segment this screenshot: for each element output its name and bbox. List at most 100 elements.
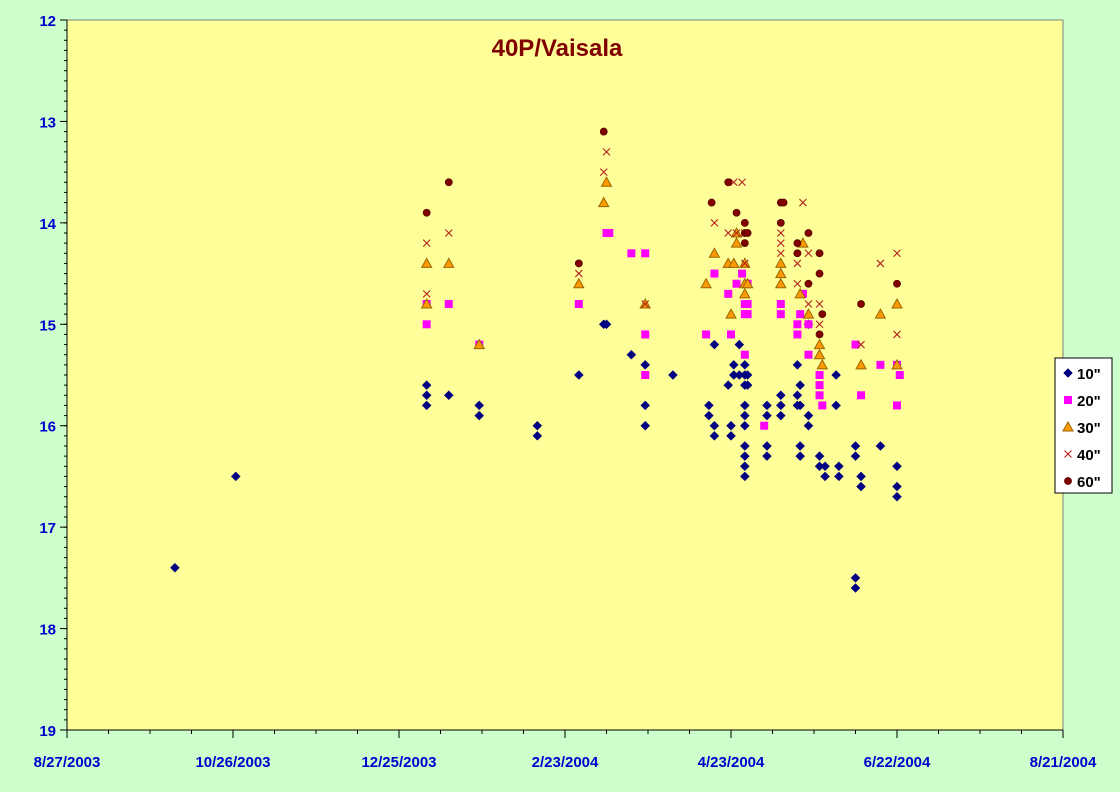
data-point [740,218,749,227]
y-tick-label: 19 [39,723,56,740]
data-point [776,310,785,319]
x-tick-label: 10/26/2003 [195,754,270,771]
data-point [230,471,241,482]
y-tick-label: 15 [39,317,56,334]
data-point [743,300,752,308]
data-point [804,350,813,359]
data-point [574,300,583,308]
data-point [893,279,901,288]
x-marker-stroke [724,229,733,237]
legend-item: 20" [1064,393,1101,410]
data-point [815,381,824,390]
data-point [710,269,719,278]
data-point [774,277,787,289]
data-point [710,218,719,227]
data-point [641,371,650,379]
data-point [857,340,865,349]
series-1 [170,319,902,593]
data-points [170,127,904,593]
data-point [834,471,844,482]
legend-label: 20" [1077,393,1101,410]
x-tick-label: 2/23/2004 [532,754,599,771]
legend-marker [1062,420,1074,432]
data-point [727,257,740,268]
data-point [792,360,803,370]
data-point [795,400,806,411]
legend-marker [1064,477,1072,485]
data-point [850,583,861,593]
legend-label: 30" [1077,420,1101,437]
data-point [640,420,651,431]
data-point [813,348,826,360]
chart-title: 40P/Vaisala [492,35,623,62]
data-point [831,370,841,380]
data-point [532,431,543,441]
data-point [739,420,750,431]
data-point [795,380,806,390]
data-point [640,400,651,411]
data-point [707,198,716,207]
data-point [641,249,650,258]
data-point [422,289,431,298]
data-point [815,249,824,258]
data-point [892,481,902,492]
data-point [815,269,824,278]
data-point [793,320,802,329]
data-point [775,410,786,421]
legend-item: 30" [1062,420,1101,437]
data-point [700,277,712,289]
legend: 10" 20" 30" 40" 60" [1054,357,1113,494]
data-point [803,420,814,431]
x-marker-stroke [740,259,749,268]
data-point [814,451,825,461]
x-marker-stroke [641,300,650,308]
data-point [815,300,824,308]
legend-item: 40" [1064,447,1101,464]
data-point [850,441,861,451]
data-point [738,269,747,278]
data-point [421,400,432,411]
x-tick-label: 4/23/2004 [698,754,765,771]
data-point [726,431,736,441]
data-point [734,339,745,350]
data-point [793,259,802,268]
data-point [857,300,865,308]
data-point [893,330,901,339]
data-point [704,400,714,411]
data-point [739,461,750,472]
data-point [831,400,841,411]
data-point [420,297,433,309]
x-marker-stroke [776,249,785,258]
data-point [799,198,807,207]
data-point [892,461,902,472]
y-tick-label: 17 [39,520,56,537]
data-point [740,350,749,359]
data-point [815,371,824,379]
data-point [724,178,733,187]
data-point [850,451,861,461]
x-tick-label: 8/27/2003 [34,754,101,771]
data-point [739,441,750,451]
data-point [668,370,678,380]
data-point [739,400,750,411]
data-point [473,338,486,350]
data-point [732,208,741,217]
data-point [641,330,650,339]
data-point [741,277,754,289]
data-point [740,259,749,268]
data-point [851,340,860,349]
axes: 12 13 14 15 16 17 18 19 8/27/2003 10/26/2003 12/25… [34,13,1097,771]
x-marker-stroke [815,300,824,308]
data-point [742,380,753,390]
data-point [857,391,866,400]
data-point [704,410,714,421]
data-point [605,229,614,237]
data-point [727,330,735,339]
x-marker-stroke [893,249,901,258]
x-tick-label: 12/25/2003 [361,754,436,771]
data-point [732,279,741,288]
data-point [532,420,543,431]
y-tick-label: 13 [39,114,56,131]
data-point [776,218,785,227]
